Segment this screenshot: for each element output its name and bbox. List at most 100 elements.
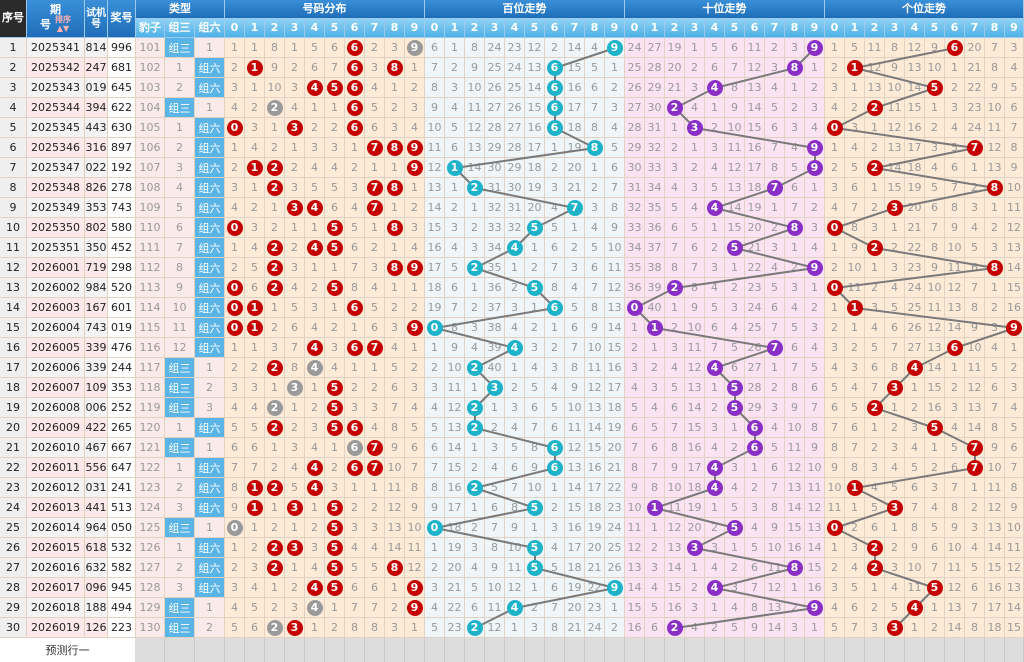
forecast-cell[interactable] — [865, 638, 885, 662]
forecast-cell[interactable] — [545, 638, 565, 662]
tens-miss: 28 — [745, 378, 765, 398]
forecast-cell[interactable] — [805, 638, 825, 662]
dist-hit: 1 — [245, 478, 265, 498]
hundreds-miss: 18 — [565, 558, 585, 578]
row-zusan-miss: 1 — [165, 418, 195, 438]
sort-arrows-icon[interactable]: 排序 ▲▼ — [55, 14, 71, 33]
hundreds-miss: 8 — [505, 498, 525, 518]
hundreds-miss: 1 — [465, 198, 485, 218]
header-period[interactable]: 期 号排序 ▲▼ — [27, 0, 85, 38]
tens-miss: 32 — [625, 198, 645, 218]
forecast-cell[interactable] — [585, 638, 605, 662]
units-miss: 1 — [865, 578, 885, 598]
forecast-cell[interactable] — [825, 638, 845, 662]
units-miss: 4 — [925, 498, 945, 518]
units-miss: 14 — [905, 78, 925, 98]
forecast-cell[interactable] — [725, 638, 745, 662]
forecast-cell[interactable] — [765, 638, 785, 662]
tens-miss: 2 — [705, 238, 725, 258]
units-miss: 6 — [965, 578, 985, 598]
units-miss: 1 — [845, 78, 865, 98]
units-miss: 1 — [905, 618, 925, 638]
units-miss: 1 — [965, 158, 985, 178]
forecast-cell[interactable] — [605, 638, 625, 662]
row-period: 2026015 — [27, 538, 85, 558]
dist-miss: 3 — [345, 518, 365, 538]
forecast-cell[interactable] — [525, 638, 545, 662]
units-hit: 3 — [885, 378, 905, 398]
forecast-cell[interactable] — [565, 638, 585, 662]
tens-miss: 5 — [625, 398, 645, 418]
forecast-cell[interactable] — [965, 638, 985, 662]
forecast-cell[interactable] — [165, 638, 195, 662]
forecast-cell[interactable] — [885, 638, 905, 662]
units-miss: 4 — [925, 158, 945, 178]
forecast-cell[interactable] — [265, 638, 285, 662]
hundreds-miss: 3 — [505, 398, 525, 418]
units-miss: 5 — [965, 558, 985, 578]
row-trial-number: 394 — [85, 98, 108, 118]
hundreds-hit: 2 — [465, 178, 485, 198]
forecast-cell[interactable] — [245, 638, 265, 662]
units-miss: 1 — [905, 378, 925, 398]
forecast-cell[interactable] — [445, 638, 465, 662]
forecast-cell[interactable] — [685, 638, 705, 662]
tens-miss: 3 — [685, 78, 705, 98]
dist-miss: 3 — [405, 378, 425, 398]
tens-miss: 2 — [685, 58, 705, 78]
hundreds-miss: 1 — [505, 258, 525, 278]
row-zuliu-miss: 1 — [195, 598, 225, 618]
forecast-cell[interactable] — [136, 638, 165, 662]
forecast-cell[interactable] — [195, 638, 225, 662]
tens-miss: 9 — [685, 298, 705, 318]
forecast-cell[interactable] — [905, 638, 925, 662]
forecast-cell[interactable] — [465, 638, 485, 662]
dist-miss: 2 — [285, 158, 305, 178]
forecast-cell[interactable] — [365, 638, 385, 662]
tens-miss: 5 — [705, 178, 725, 198]
forecast-cell[interactable] — [785, 638, 805, 662]
number-ball: 0 — [226, 119, 243, 136]
units-miss: 10 — [925, 58, 945, 78]
forecast-cell[interactable] — [385, 638, 405, 662]
forecast-cell[interactable] — [625, 638, 645, 662]
dist-hit: 1 — [245, 318, 265, 338]
units-miss: 11 — [905, 578, 925, 598]
row-baozi: 122 — [136, 458, 165, 478]
row-period: 2026002 — [27, 278, 85, 298]
row-zusan-miss: 4 — [165, 178, 195, 198]
forecast-cell[interactable] — [425, 638, 445, 662]
hundreds-miss: 10 — [425, 118, 445, 138]
forecast-cell[interactable] — [485, 638, 505, 662]
forecast-cell[interactable] — [945, 638, 965, 662]
forecast-cell[interactable] — [665, 638, 685, 662]
row-index: 6 — [0, 138, 27, 158]
units-miss: 5 — [825, 618, 845, 638]
dist-hit: 6 — [345, 58, 365, 78]
forecast-cell[interactable] — [645, 638, 665, 662]
forecast-cell[interactable] — [745, 638, 765, 662]
forecast-cell[interactable] — [985, 638, 1005, 662]
forecast-cell[interactable] — [405, 638, 425, 662]
tens-miss: 4 — [785, 298, 805, 318]
dist-miss: 4 — [405, 398, 425, 418]
dist-miss: 2 — [265, 318, 285, 338]
tens-hit: 5 — [725, 398, 745, 418]
forecast-cell[interactable] — [845, 638, 865, 662]
hundreds-miss: 6 — [525, 398, 545, 418]
number-ball: 7 — [766, 339, 783, 356]
forecast-cell[interactable] — [285, 638, 305, 662]
forecast-cell[interactable] — [705, 638, 725, 662]
units-miss: 3 — [945, 398, 965, 418]
forecast-cell[interactable] — [325, 638, 345, 662]
dist-miss: 1 — [285, 398, 305, 418]
forecast-cell[interactable] — [925, 638, 945, 662]
units-miss: 7 — [925, 218, 945, 238]
forecast-cell[interactable] — [505, 638, 525, 662]
row-baozi: 103 — [136, 78, 165, 98]
forecast-cell[interactable] — [225, 638, 245, 662]
forecast-cell[interactable] — [1005, 638, 1024, 662]
forecast-cell[interactable] — [305, 638, 325, 662]
forecast-cell[interactable] — [345, 638, 365, 662]
row-draw-number: 630 — [108, 118, 136, 138]
